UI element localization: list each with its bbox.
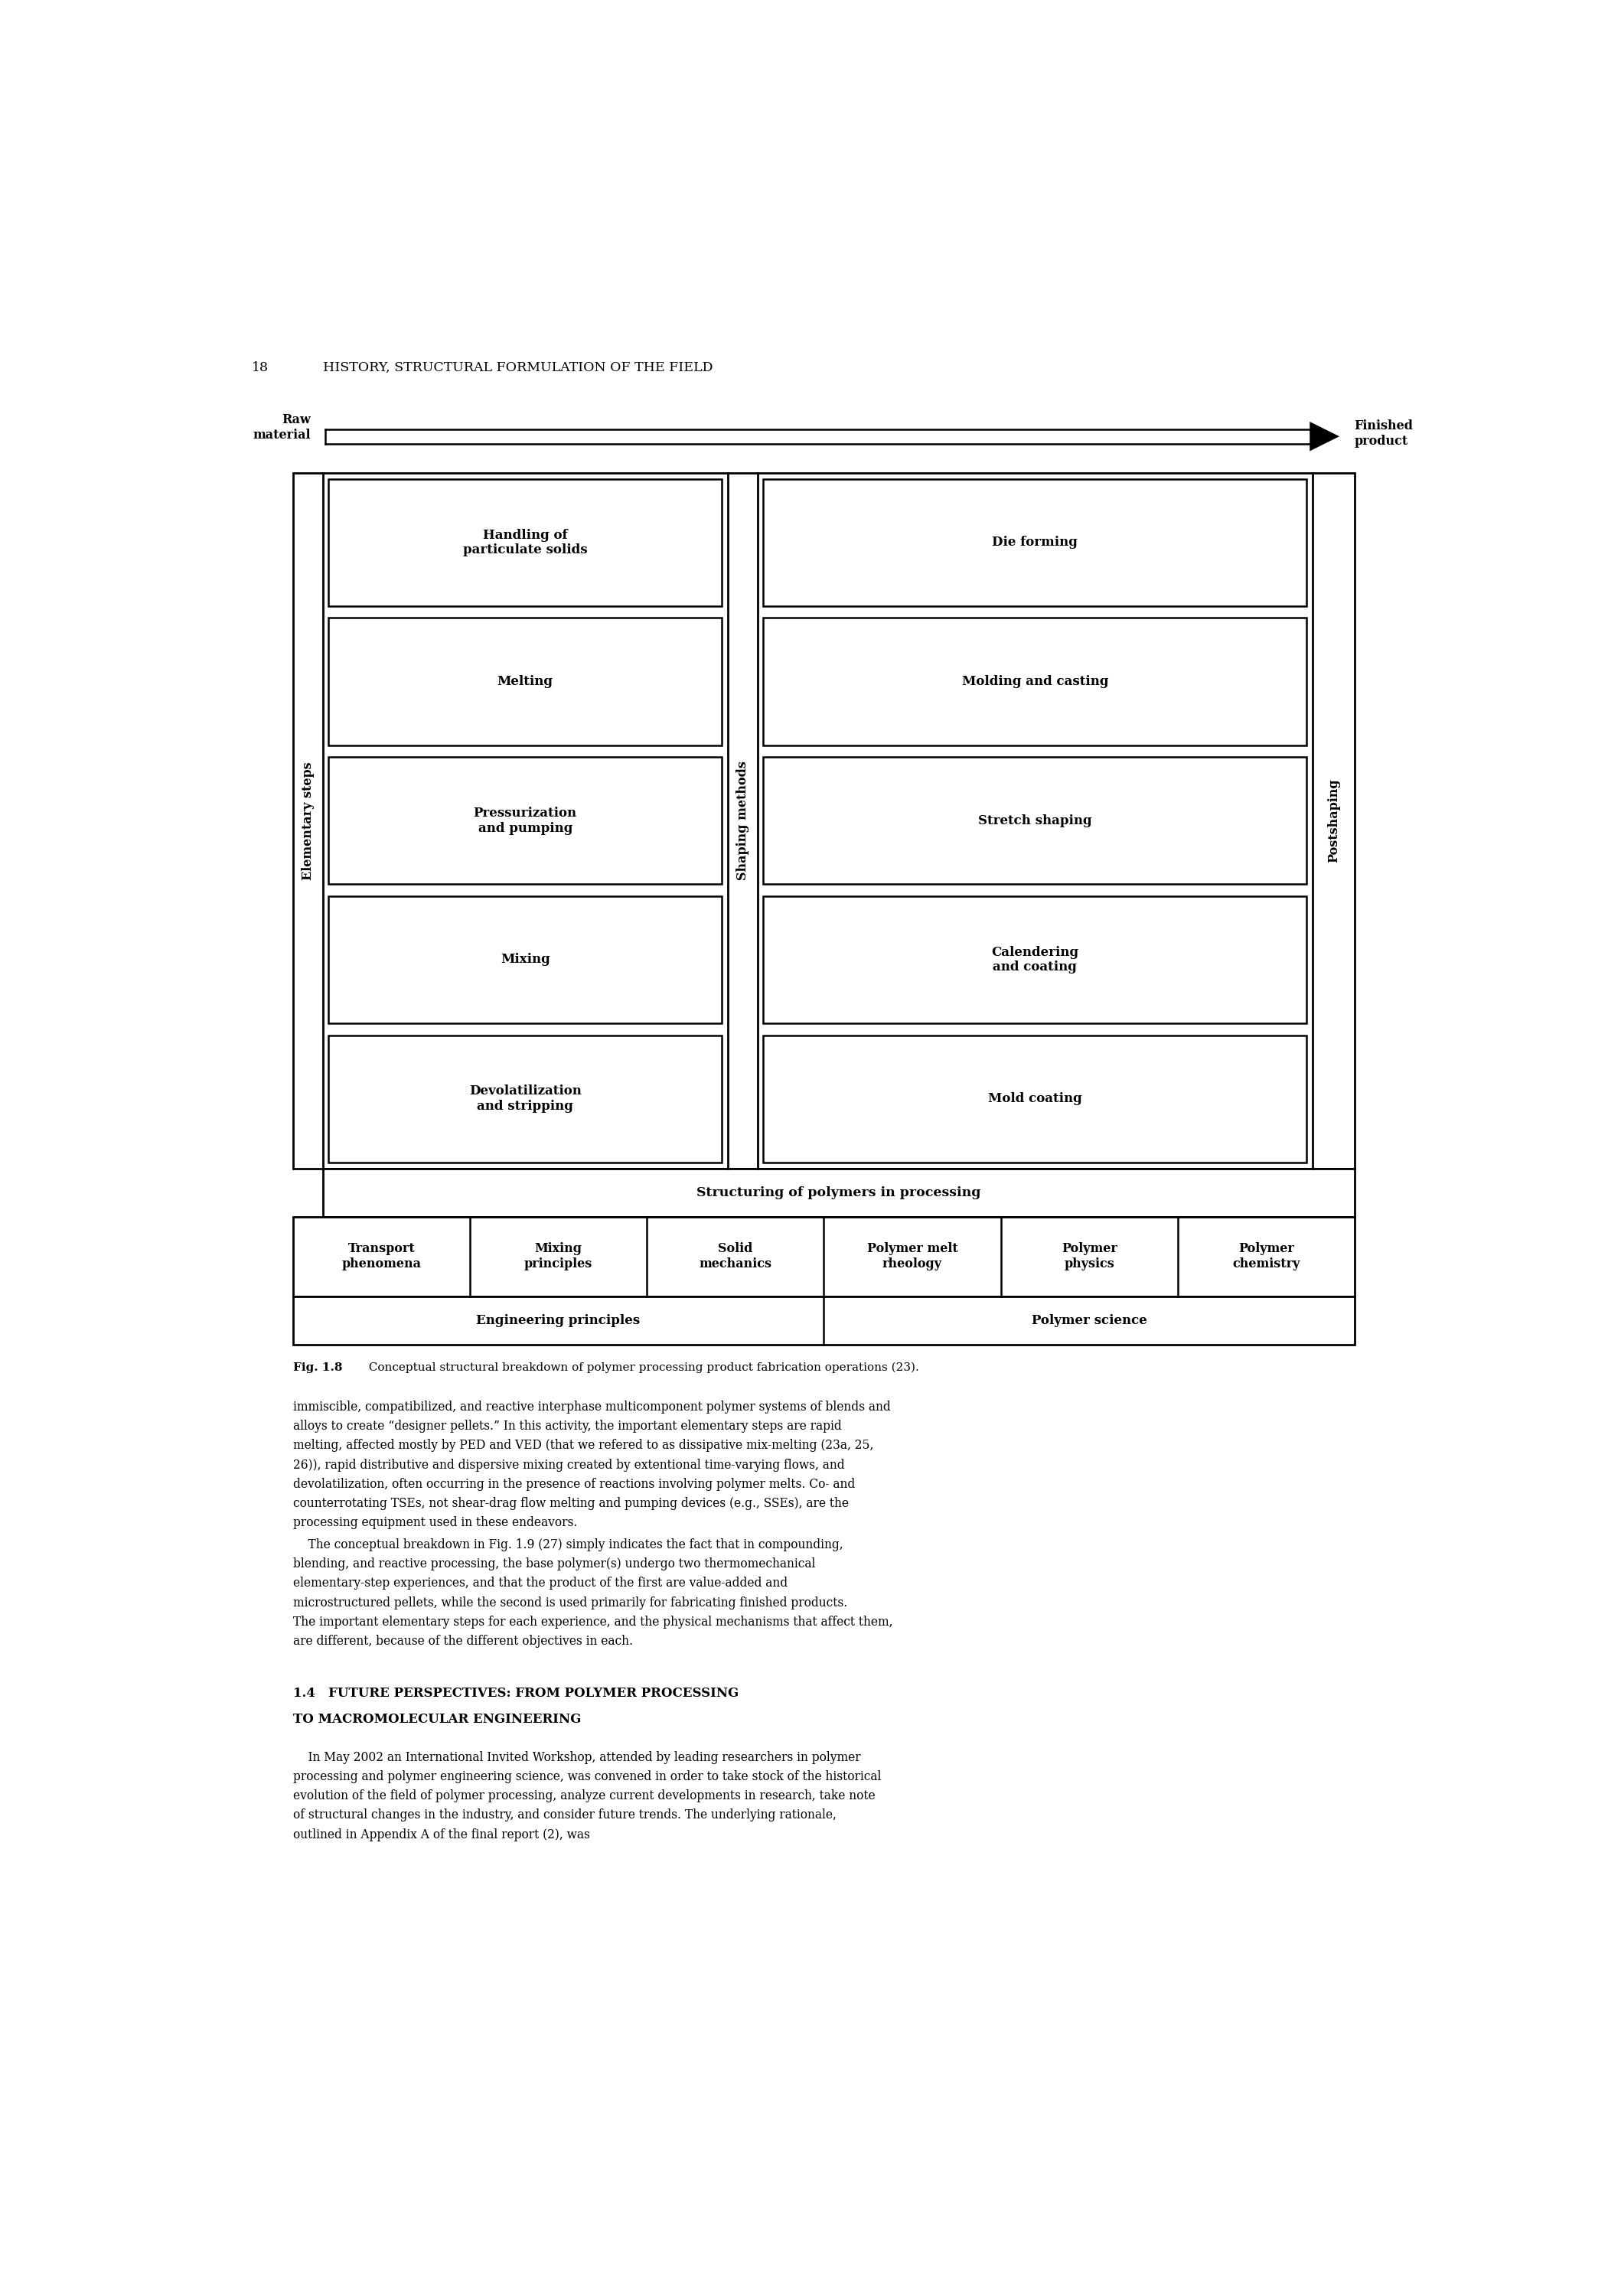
Bar xyxy=(764,1035,1307,1162)
Text: devolatilization, often occurring in the presence of reactions involving polymer: devolatilization, often occurring in the… xyxy=(293,1479,855,1490)
Text: Devolatilization
and stripping: Devolatilization and stripping xyxy=(470,1084,582,1114)
Text: Polymer science: Polymer science xyxy=(1032,1313,1147,1327)
Text: processing equipment used in these endeavors.: processing equipment used in these endea… xyxy=(293,1515,577,1529)
Text: Mold coating: Mold coating xyxy=(987,1093,1082,1104)
Bar xyxy=(328,758,722,884)
Text: Handling of
particulate solids: Handling of particulate solids xyxy=(463,528,587,556)
Text: TO MACROMOLECULAR ENGINEERING: TO MACROMOLECULAR ENGINEERING xyxy=(293,1713,580,1727)
Text: Finished
product: Finished product xyxy=(1354,420,1413,448)
Text: of structural changes in the industry, and consider future trends. The underlyin: of structural changes in the industry, a… xyxy=(293,1809,836,1821)
Text: Pressurization
and pumping: Pressurization and pumping xyxy=(473,806,577,836)
Text: Molding and casting: Molding and casting xyxy=(962,675,1108,689)
Text: counterrotating TSEs, not shear-drag flow melting and pumping devices (e.g., SSE: counterrotating TSEs, not shear-drag flo… xyxy=(293,1497,849,1511)
Text: Die forming: Die forming xyxy=(992,535,1077,549)
Text: Postshaping: Postshaping xyxy=(1327,778,1339,863)
FancyBboxPatch shape xyxy=(293,473,1354,1169)
Text: Polymer
chemistry: Polymer chemistry xyxy=(1232,1242,1299,1270)
Text: blending, and reactive processing, the base polymer(s) undergo two thermomechani: blending, and reactive processing, the b… xyxy=(293,1557,815,1570)
Text: 26)), rapid distributive and dispersive mixing created by extentional time-varyi: 26)), rapid distributive and dispersive … xyxy=(293,1458,844,1472)
Text: Fig. 1.8: Fig. 1.8 xyxy=(293,1362,343,1373)
Text: In May 2002 an International Invited Workshop, attended by leading researchers i: In May 2002 an International Invited Wor… xyxy=(293,1752,860,1763)
Text: Calendering
and coating: Calendering and coating xyxy=(992,946,1079,974)
Text: Engineering principles: Engineering principles xyxy=(476,1313,640,1327)
Bar xyxy=(764,895,1307,1024)
Bar xyxy=(764,618,1307,746)
Text: Melting: Melting xyxy=(497,675,553,689)
Text: evolution of the field of polymer processing, analyze current developments in re: evolution of the field of polymer proces… xyxy=(293,1789,875,1802)
Polygon shape xyxy=(1309,422,1339,450)
Bar xyxy=(328,1035,722,1162)
Text: melting, affected mostly by PED and VED (that we refered to as dissipative mix-m: melting, affected mostly by PED and VED … xyxy=(293,1440,873,1451)
Text: Polymer
physics: Polymer physics xyxy=(1061,1242,1118,1270)
Text: Solid
mechanics: Solid mechanics xyxy=(699,1242,772,1270)
Text: 1.4   FUTURE PERSPECTIVES: FROM POLYMER PROCESSING: 1.4 FUTURE PERSPECTIVES: FROM POLYMER PR… xyxy=(293,1688,738,1699)
Text: microstructured pellets, while the second is used primarily for fabricating fini: microstructured pellets, while the secon… xyxy=(293,1596,847,1609)
Bar xyxy=(328,480,722,606)
Text: Elementary steps: Elementary steps xyxy=(301,762,314,879)
Bar xyxy=(293,1297,1354,1345)
Text: Transport
phenomena: Transport phenomena xyxy=(341,1242,421,1270)
Bar xyxy=(293,1217,1354,1297)
Text: Structuring of polymers in processing: Structuring of polymers in processing xyxy=(696,1187,981,1199)
Text: The important elementary steps for each experience, and the physical mechanisms : The important elementary steps for each … xyxy=(293,1616,892,1628)
Text: Conceptual structural breakdown of polymer processing product fabrication operat: Conceptual structural breakdown of polym… xyxy=(362,1362,918,1373)
Text: are different, because of the different objectives in each.: are different, because of the different … xyxy=(293,1635,634,1649)
Text: outlined in Appendix A of the final report (2), was: outlined in Appendix A of the final repo… xyxy=(293,1828,590,1841)
Bar xyxy=(328,618,722,746)
Text: The conceptual breakdown in Fig. 1.9 (27) simply indicates the fact that in comp: The conceptual breakdown in Fig. 1.9 (27… xyxy=(293,1538,843,1552)
Text: alloys to create “designer pellets.” In this activity, the important elementary : alloys to create “designer pellets.” In … xyxy=(293,1419,841,1433)
Text: Stretch shaping: Stretch shaping xyxy=(978,815,1092,827)
Bar xyxy=(764,480,1307,606)
Text: immiscible, compatibilized, and reactive interphase multicomponent polymer syste: immiscible, compatibilized, and reactive… xyxy=(293,1401,891,1414)
Bar xyxy=(764,758,1307,884)
Text: Polymer melt
rheology: Polymer melt rheology xyxy=(867,1242,958,1270)
Bar xyxy=(323,1169,1354,1217)
Text: Raw
material: Raw material xyxy=(252,413,310,441)
Text: Mixing: Mixing xyxy=(500,953,550,967)
Text: Shaping methods: Shaping methods xyxy=(736,760,749,879)
Text: HISTORY, STRUCTURAL FORMULATION OF THE FIELD: HISTORY, STRUCTURAL FORMULATION OF THE F… xyxy=(323,360,712,374)
Text: 18: 18 xyxy=(251,360,269,374)
Text: elementary-step experiences, and that the product of the first are value-added a: elementary-step experiences, and that th… xyxy=(293,1577,788,1589)
Text: Mixing
principles: Mixing principles xyxy=(524,1242,592,1270)
Bar xyxy=(328,895,722,1024)
Text: processing and polymer engineering science, was convened in order to take stock : processing and polymer engineering scien… xyxy=(293,1770,881,1784)
